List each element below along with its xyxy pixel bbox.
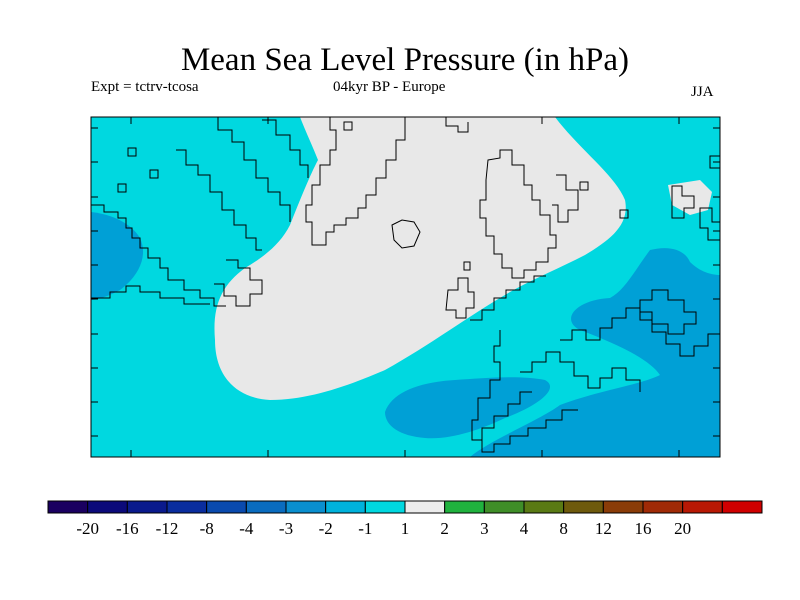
experiment-label: Expt = tctrv-tcosa xyxy=(91,79,199,95)
coast-black-sea xyxy=(639,289,697,335)
coast-finland xyxy=(552,174,579,223)
coast-north-africa xyxy=(481,409,578,453)
colorbar-label: -3 xyxy=(279,519,293,538)
season-label: JJA xyxy=(691,84,714,100)
colorbar-box xyxy=(602,500,644,514)
colorbar-box xyxy=(483,500,525,514)
colorbar-label: -16 xyxy=(116,519,139,538)
coast-arctic-isles-2 xyxy=(210,116,291,222)
colorbar-box xyxy=(166,500,208,514)
colorbar-box xyxy=(642,500,684,514)
colorbar-box xyxy=(126,500,168,514)
coast-iceland xyxy=(391,219,421,249)
colorbar-label: 2 xyxy=(440,519,449,538)
anomaly-region-near-zero xyxy=(214,117,626,400)
colorbar-box xyxy=(206,500,247,514)
colorbar-label: 4 xyxy=(520,519,529,538)
colorbar-label: 3 xyxy=(480,519,489,538)
colorbar-box xyxy=(721,500,763,514)
colorbar-box xyxy=(364,500,406,514)
anomaly-region-south xyxy=(385,377,551,439)
colorbar-label: 20 xyxy=(674,519,691,538)
colorbar-label: -8 xyxy=(200,519,214,538)
colorbar-box xyxy=(682,500,723,514)
coast-arctic-isles xyxy=(176,149,262,251)
colorbar-label: -2 xyxy=(319,519,333,538)
colorbar-label: 8 xyxy=(559,519,568,538)
colorbar-label: 12 xyxy=(595,519,612,538)
coast-greenland xyxy=(305,117,406,246)
colorbar-label: -12 xyxy=(156,519,179,538)
coast-iberia xyxy=(471,330,532,441)
chart-title: Mean Sea Level Pressure (in hPa) xyxy=(180,42,630,78)
map-fill xyxy=(91,117,720,457)
colorbar-labels: -20 -16 -12 -8 -4 -3 -2 -1 1 2 3 4 8 12 16 20 xyxy=(76,519,691,538)
period-label: 04kyr BP - Europe xyxy=(333,79,446,95)
colorbar-box xyxy=(404,500,446,514)
anomaly-region-east xyxy=(470,248,720,457)
colorbar-label: -1 xyxy=(358,519,372,538)
coast-scandinavia xyxy=(479,149,557,279)
colorbar-box xyxy=(563,500,604,514)
coast-mediterranean xyxy=(520,351,641,392)
colorbar-box xyxy=(325,500,366,514)
coast-canada-2 xyxy=(91,285,210,305)
coast-mainland-europe xyxy=(470,275,546,321)
coast-labrador xyxy=(214,259,263,307)
colorbar-label: 16 xyxy=(635,519,652,538)
colorbar-box xyxy=(245,500,287,514)
colorbar-boxes xyxy=(47,500,763,514)
colorbar-label: 1 xyxy=(401,519,410,538)
coast-italy-balkans xyxy=(560,307,720,357)
colorbar-box xyxy=(523,500,565,514)
colorbar-label: -4 xyxy=(239,519,254,538)
map-ticks xyxy=(91,117,720,457)
coast-svalbard xyxy=(671,185,695,219)
colorbar-label: -20 xyxy=(76,519,99,538)
coast-arctic-isles-3 xyxy=(262,119,309,178)
colorbar-box xyxy=(285,500,327,514)
colorbar-box xyxy=(87,500,128,514)
anomaly-region-near-zero-east xyxy=(668,180,712,215)
colorbar-box xyxy=(444,500,485,514)
anomaly-region-west xyxy=(91,212,144,300)
coast-canada-1 xyxy=(91,204,226,307)
colorbar-box xyxy=(47,500,89,514)
coast-small-islands xyxy=(117,121,629,271)
coast-british-isles xyxy=(445,277,475,319)
